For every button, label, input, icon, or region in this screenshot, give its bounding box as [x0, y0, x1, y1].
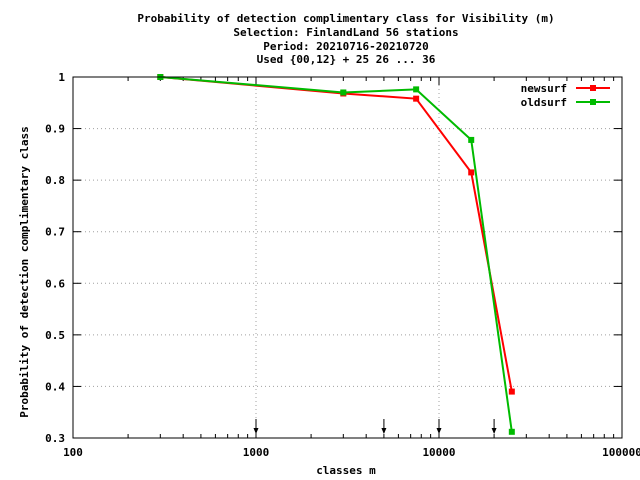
- y-tick-label: 0.9: [45, 123, 65, 136]
- data-point-oldsurf: [468, 136, 475, 143]
- title-line-4: Used {00,12} + 25 26 ... 36: [257, 53, 436, 66]
- y-tick-label: 0.3: [45, 432, 65, 445]
- y-axis-label: Probability of detection complimentary c…: [18, 126, 31, 417]
- y-tick-label: 0.5: [45, 329, 65, 342]
- plot-frame: [72, 76, 623, 439]
- series-line-newsurf: [160, 76, 513, 392]
- y-tick-label: 0.7: [45, 226, 65, 239]
- x-axis-label: classes m: [316, 464, 376, 477]
- x-tick-label: 100000: [602, 446, 640, 459]
- threshold-arrow: [491, 419, 497, 434]
- grid: [73, 77, 622, 438]
- legend-entry-oldsurf: oldsurf: [521, 96, 610, 109]
- legend-entry-newsurf: newsurf: [521, 82, 610, 95]
- threshold-arrow: [253, 419, 259, 434]
- data-point-newsurf: [508, 388, 515, 395]
- data-point-oldsurf: [340, 89, 347, 96]
- y-tick-label: 0.6: [45, 277, 65, 290]
- series-line-oldsurf: [160, 76, 513, 432]
- threshold-arrow: [381, 419, 387, 434]
- legend-point-swatch: [590, 85, 596, 91]
- chart-title: Probability of detection complimentary c…: [137, 12, 554, 66]
- y-tick-label: 0.8: [45, 174, 65, 187]
- threshold-arrow: [436, 419, 442, 434]
- legend-label: newsurf: [521, 82, 567, 95]
- tick-labels: 0.3 0.4 0.5 0.6 0.7 0.8 0.9 1 100 1000 10000 100000: [45, 71, 640, 459]
- data-point-newsurf: [413, 95, 420, 102]
- x-tick-label: 1000: [243, 446, 270, 459]
- legend-point-swatch: [590, 99, 596, 105]
- legend-label: oldsurf: [521, 96, 567, 109]
- y-tick-label: 1: [58, 71, 65, 84]
- data-point-newsurf: [468, 169, 475, 176]
- x-tick-label: 10000: [422, 446, 455, 459]
- data-point-oldsurf: [508, 428, 515, 435]
- data-point-oldsurf: [413, 86, 420, 93]
- threshold-arrows: [253, 419, 497, 434]
- title-line-3: Period: 20210716-20210720: [263, 40, 429, 53]
- title-line-2: Selection: FinlandLand 56 stations: [233, 26, 458, 39]
- tick-marks: [72, 76, 623, 439]
- y-tick-label: 0.4: [45, 380, 65, 393]
- x-tick-label: 100: [63, 446, 83, 459]
- title-line-1: Probability of detection complimentary c…: [137, 12, 554, 25]
